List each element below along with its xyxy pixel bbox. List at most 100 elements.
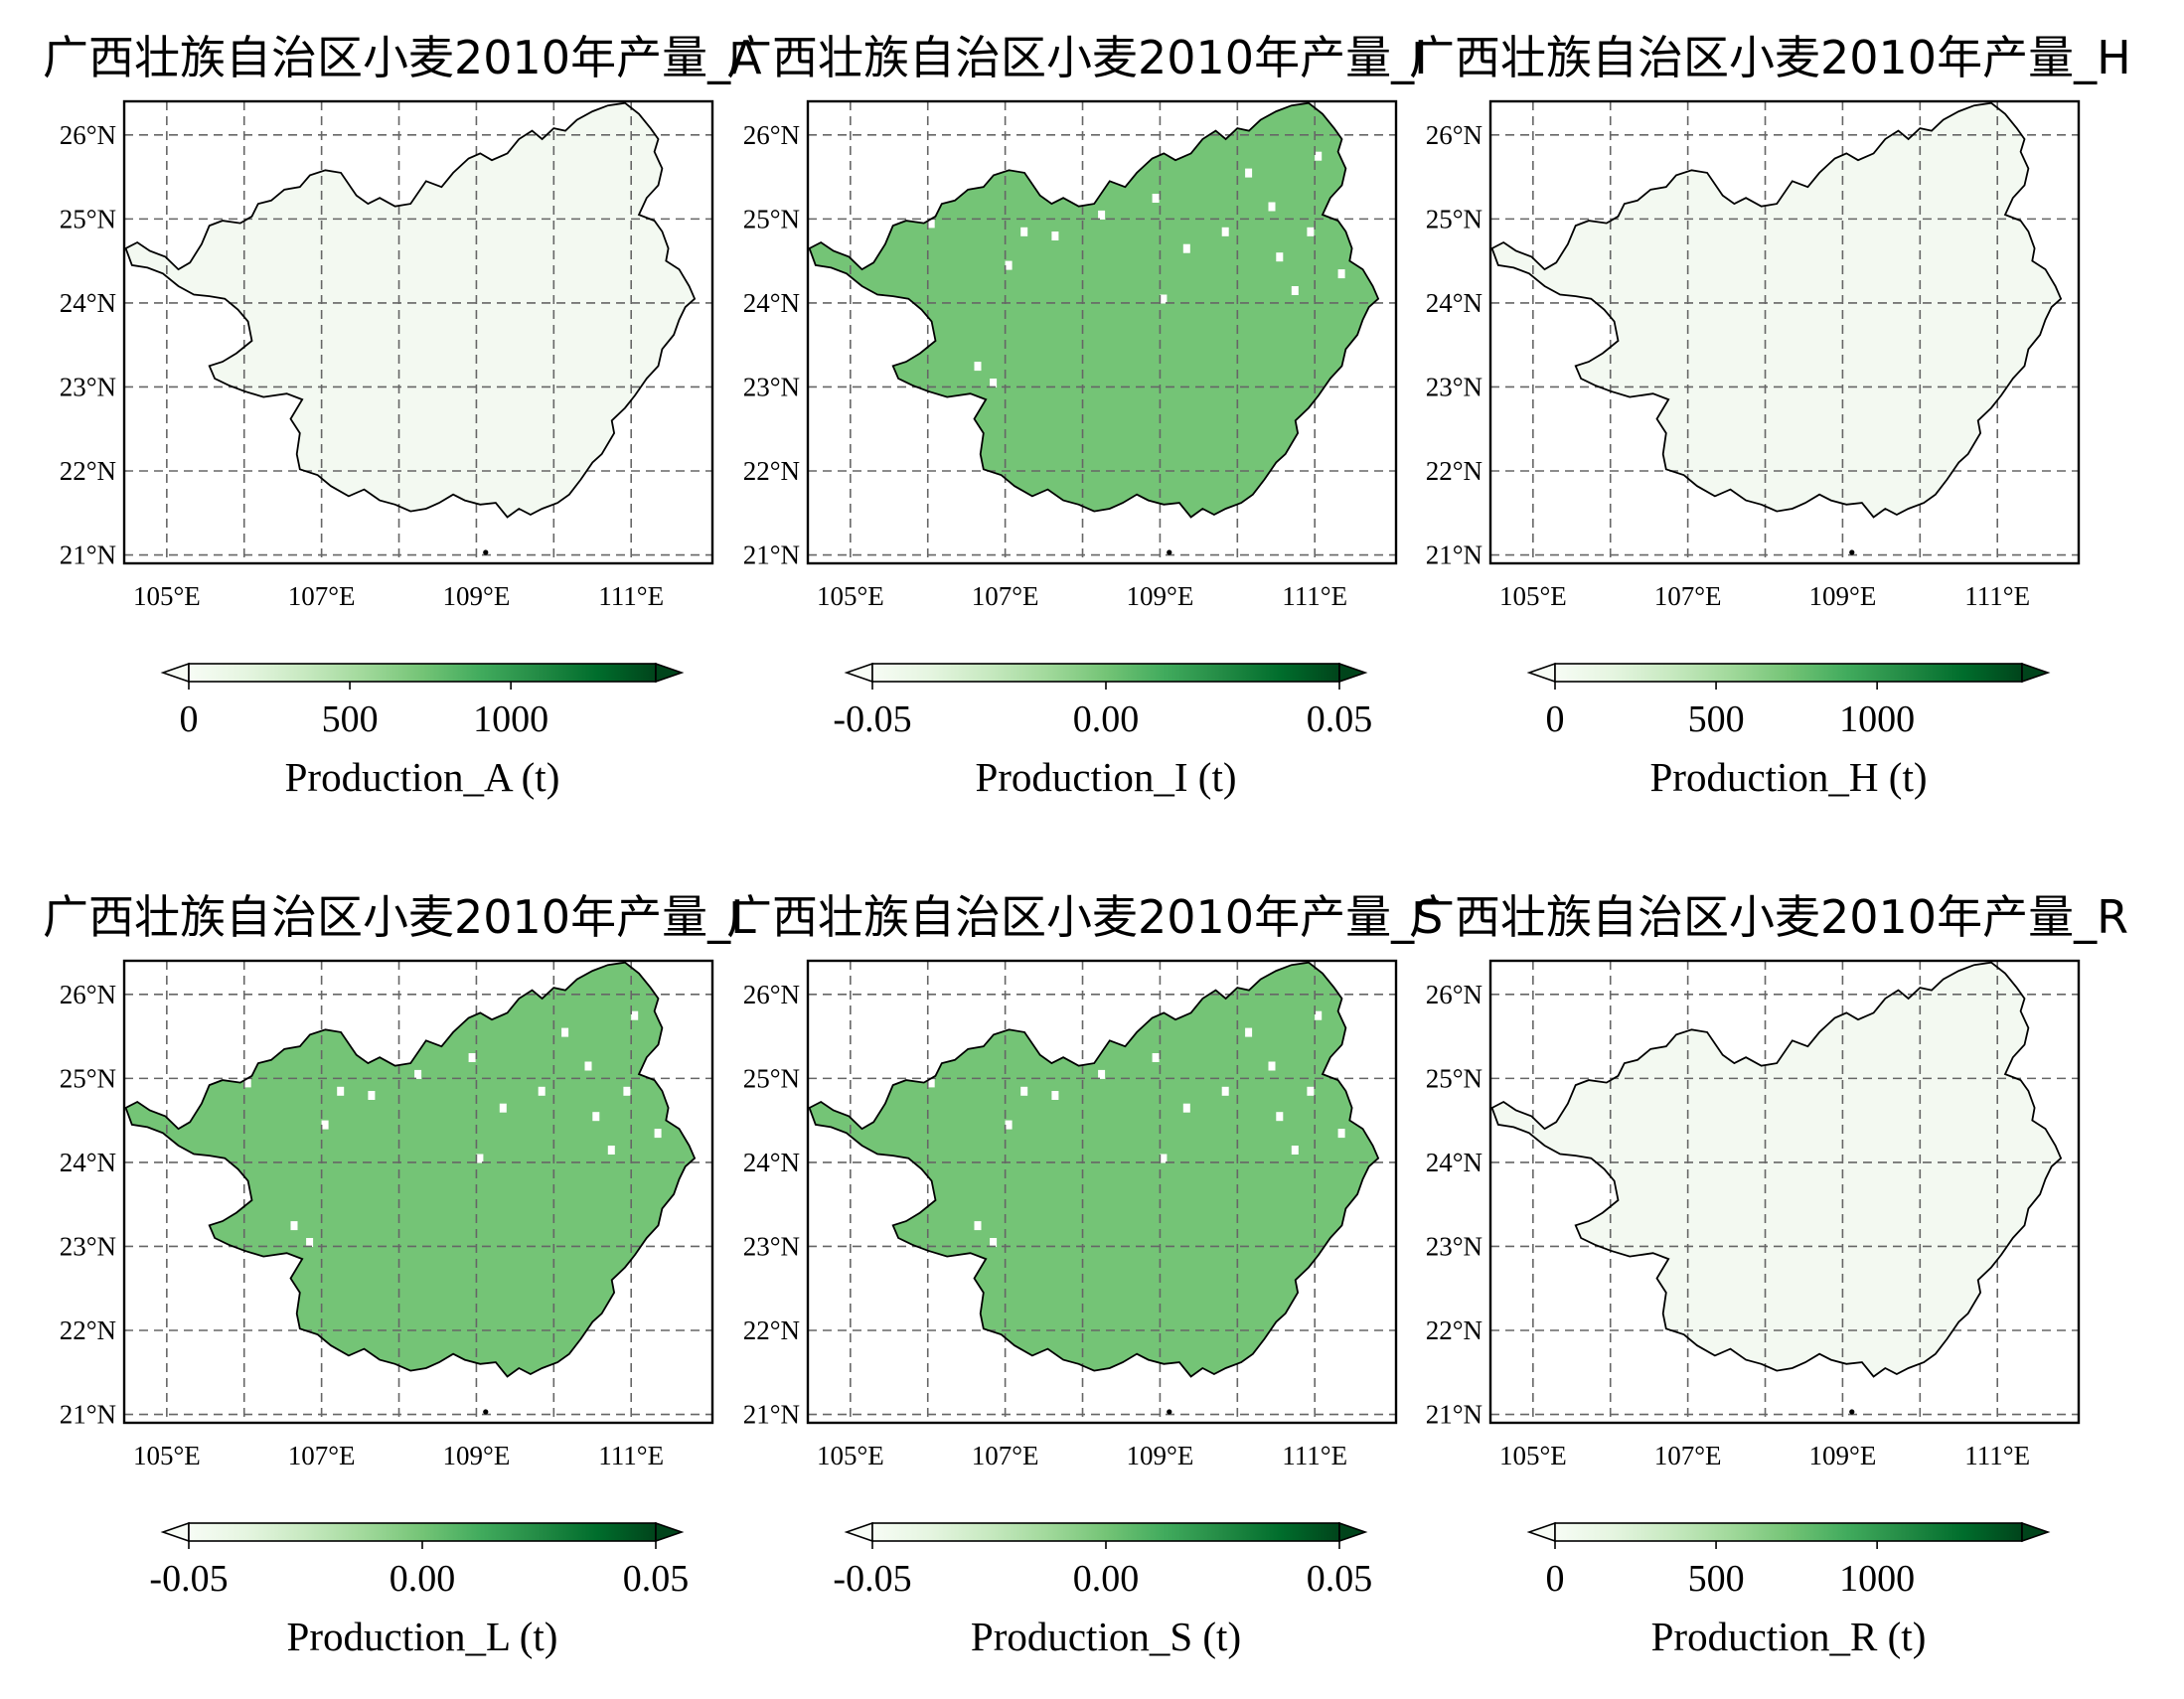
province-border [124, 101, 697, 519]
missing-cell [951, 1338, 959, 1348]
missing-cell [538, 1086, 546, 1096]
missing-cell [654, 1129, 662, 1139]
lon-tick-label: 111°E [598, 1441, 664, 1470]
missing-cell [1051, 232, 1059, 240]
lat-tick-label: 22°N [1426, 456, 1482, 486]
map-layer [124, 101, 712, 563]
lat-tick-label: 25°N [1426, 204, 1482, 233]
lat-tick-label: 26°N [1426, 980, 1482, 1009]
colorbar-extend-low [1526, 662, 1556, 684]
colorbar-extend-low [1526, 1521, 1556, 1543]
colorbar-tick-label: -0.05 [149, 1558, 228, 1600]
lon-tick-label: 111°E [1282, 581, 1347, 611]
lon-tick-label: 109°E [1127, 581, 1194, 611]
missing-cell [267, 1338, 275, 1348]
colorbar-tick-label: 0 [1546, 698, 1565, 740]
lon-tick-label: 105°E [817, 581, 884, 611]
lon-tick-label: 111°E [598, 581, 664, 611]
missing-cell [1268, 1061, 1276, 1071]
missing-cell [1291, 1146, 1299, 1155]
gridlines [1490, 101, 2079, 563]
lon-tick-label: 109°E [443, 1441, 511, 1470]
gridlines [124, 101, 712, 563]
colorbar-extend-high [2021, 1521, 2051, 1543]
map-panel: 广西壮族自治区小麦2010年产量_H 21°N 22°N 23°N 24°N 25°N 26… [1409, 31, 2131, 800]
lon-tick-label: 109°E [1809, 1441, 1877, 1470]
lon-tick-label: 109°E [443, 581, 511, 611]
missing-cell [414, 1069, 422, 1079]
missing-cell [1276, 252, 1284, 262]
colorbar-extend-high [2021, 662, 2051, 684]
colorbar: 0 500 1000 Production_A (t) [160, 662, 685, 800]
province-border [808, 961, 1380, 1378]
missing-cell [1160, 294, 1168, 304]
map-layer [808, 101, 1396, 563]
gridlines [124, 961, 712, 1423]
lat-tick-label: 24°N [1426, 288, 1482, 318]
lat-tick-label: 21°N [60, 1400, 116, 1430]
lon-tick-label: 111°E [1964, 1441, 2030, 1470]
missing-cell [1182, 1103, 1190, 1113]
province-border [124, 961, 697, 1378]
missing-cell [1337, 269, 1345, 279]
colorbar-gradient [188, 663, 657, 683]
map-panel: 广西壮族自治区小麦2010年产量_L 21°N 22°N 23°N 24°N 25°N 26… [43, 890, 756, 1659]
colorbar-label: Production_S (t) [971, 1614, 1241, 1659]
missing-cell [1221, 1086, 1229, 1096]
colorbar-tick-label: 0.00 [1073, 1558, 1140, 1600]
missing-cell [1221, 227, 1229, 236]
missing-cell [1291, 286, 1299, 295]
missing-cell [1337, 1129, 1345, 1139]
panel-title: 广西壮族自治区小麦2010年产量_H [1409, 31, 2131, 84]
missing-cell [321, 1120, 329, 1130]
colorbar: -0.05 0.00 0.05 Production_S (t) [833, 1521, 1372, 1659]
map-layer [808, 961, 1396, 1423]
colorbar: -0.05 0.00 0.05 Production_L (t) [149, 1521, 689, 1659]
lon-tick-label: 105°E [133, 1441, 201, 1470]
missing-cell [1005, 1120, 1013, 1130]
lat-tick-label: 26°N [743, 980, 800, 1009]
colorbar-tick-label: 0 [180, 698, 199, 740]
lat-tick-label: 24°N [743, 288, 800, 318]
map-panel: 广西壮族自治区小麦2010年产量_I 21°N 22°N 23°N 24°N 25°N 26… [726, 31, 1428, 800]
map-panel: 广西壮族自治区小麦2010年产量_A 21°N 22°N 23°N 24°N 25°N 26… [43, 31, 762, 800]
colorbar-tick-label: 1000 [473, 698, 548, 740]
colorbar-gradient [1554, 1522, 2023, 1542]
lat-tick-label: 23°N [1426, 372, 1482, 401]
lat-tick-label: 23°N [743, 1231, 800, 1261]
lon-tick-label: 107°E [288, 1441, 356, 1470]
lat-tick-label: 21°N [1426, 541, 1482, 570]
production-region [1491, 102, 2062, 518]
island-marker [1167, 549, 1172, 555]
island-marker [483, 549, 489, 555]
axes-frame [806, 959, 1398, 1425]
missing-cell [561, 1027, 569, 1037]
missing-cell [1182, 243, 1190, 253]
colorbar-extend-low [160, 662, 190, 684]
lat-tick-label: 26°N [60, 120, 116, 150]
lat-tick-label: 22°N [743, 456, 800, 486]
panels-root: 广西壮族自治区小麦2010年产量_A 21°N 22°N 23°N 24°N 25°N 26… [43, 31, 2131, 1659]
panel-title: 广西壮族自治区小麦2010年产量_A [43, 31, 762, 84]
colorbar: 0 500 1000 Production_H (t) [1526, 662, 2051, 800]
missing-cell [1152, 194, 1160, 203]
colorbar-tick-label: 1000 [1839, 1558, 1915, 1600]
lat-tick-label: 22°N [60, 456, 116, 486]
missing-cell [243, 1078, 251, 1088]
island-marker [1849, 549, 1855, 555]
lat-tick-label: 26°N [1426, 120, 1482, 150]
lon-tick-label: 107°E [972, 1441, 1039, 1470]
missing-cell [1315, 1010, 1323, 1020]
lat-tick-label: 22°N [60, 1315, 116, 1345]
colorbar-label: Production_L (t) [287, 1614, 558, 1659]
missing-cell [1051, 1091, 1059, 1100]
colorbar-tick-label: -0.05 [833, 698, 911, 740]
lat-tick-label: 26°N [60, 980, 116, 1009]
missing-cell [476, 1154, 484, 1163]
missing-cell [951, 479, 959, 489]
colorbar-extend-high [1338, 1521, 1368, 1543]
lon-tick-label: 105°E [133, 581, 201, 611]
panel-title: 广西壮族自治区小麦2010年产量_S [726, 890, 1443, 944]
missing-cell [1098, 210, 1106, 220]
